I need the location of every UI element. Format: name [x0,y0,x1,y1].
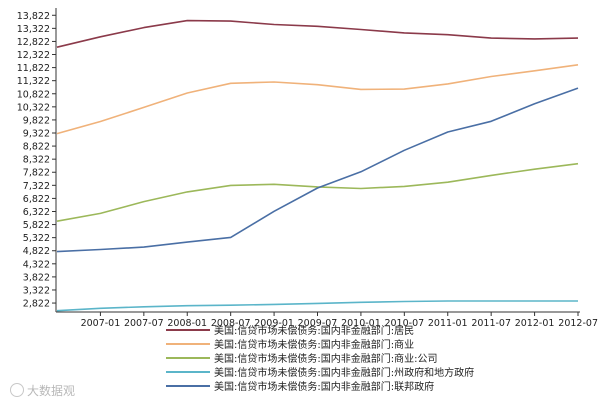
x-tick-label: 2009-01 [254,318,294,329]
y-tick-label: 3,822 [23,272,50,283]
watermark: 大数据观 [10,382,75,399]
x-tick-label: 2010-01 [341,318,381,329]
y-tick-label: 2,822 [23,299,50,310]
y-tick-label: 5,322 [23,233,50,244]
y-tick-label: 11,822 [17,63,50,74]
y-tick-label: 7,322 [23,181,50,192]
series-line-2 [56,162,579,222]
x-tick-label: 2012-01 [515,318,555,329]
y-tick-label: 3,322 [23,285,50,296]
legend-label-0: 美国:信贷市场未偿债务:国内非金融部门:居民 [214,324,414,337]
series-line-1 [56,64,579,135]
y-tick-label: 8,322 [23,155,50,166]
legend: 美国:信贷市场未偿债务:国内非金融部门:居民美国:信贷市场未偿债务:国内非金融部… [166,324,474,393]
x-tick-label: 2008-07 [211,318,251,329]
x-tick-label: 2007-01 [81,318,121,329]
watermark-text: 大数据观 [27,384,76,398]
x-tick-label: 2011-07 [471,318,511,329]
x-tick-label: 2012-07 [558,318,598,329]
y-tick-label: 10,322 [17,102,50,113]
y-tick-label: 5,822 [23,220,50,231]
series-line-3 [56,300,578,312]
y-tick-label: 10,822 [17,89,50,100]
series-line-0 [56,19,579,48]
y-tick-label: 12,322 [17,50,50,61]
y-tick-label: 13,322 [17,24,50,35]
x-tick-label: 2008-01 [167,318,207,329]
y-axis: 2,822 3,322 3,822 4,322 4,822 5,322 5,822 6,322… [17,8,57,312]
legend-label-4: 美国:信贷市场未偿债务:国内非金融部门:联邦政府 [214,380,434,393]
weibo-icon [10,383,24,397]
series-lines [56,19,579,312]
x-tick-label: 2011-01 [428,318,468,329]
y-tick-label: 12,822 [17,37,50,48]
legend-label-3: 美国:信贷市场未偿债务:国内非金融部门:州政府和地方政府 [214,366,474,379]
y-tick-label: 4,822 [23,246,50,257]
y-tick-label: 6,322 [23,207,50,218]
y-tick-label: 4,322 [23,259,50,270]
x-tick-label: 2007-07 [124,318,164,329]
x-axis: 2007-01 2007-07 2008-01 2008-07 2009-01 2009-… [56,311,598,329]
legend-label-1: 美国:信贷市场未偿债务:国内非金融部门:商业 [214,338,414,351]
y-tick-label: 11,322 [17,76,50,87]
y-tick-label: 9,322 [23,129,50,140]
y-tick-label: 9,822 [23,115,50,126]
series-line-4 [56,87,579,253]
y-tick-label: 13,822 [17,11,50,22]
x-tick-label: 2010-07 [384,318,424,329]
x-tick-label: 2009-07 [298,318,338,329]
y-tick-label: 8,822 [23,142,50,153]
legend-label-2: 美国:信贷市场未偿债务:国内非金融部门:商业:公司 [214,352,437,365]
y-tick-label: 6,822 [23,194,50,205]
y-tick-label: 7,822 [23,168,50,179]
